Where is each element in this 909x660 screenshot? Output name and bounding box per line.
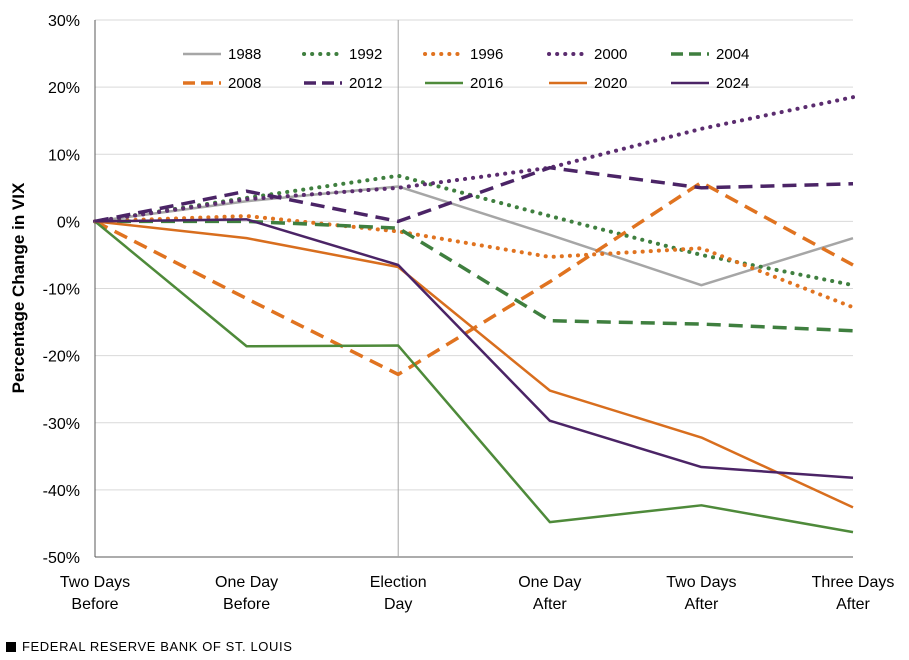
y-tick-labels: 30% 20% 10% 0% -10% -20% -30% -40% -50% bbox=[43, 13, 80, 567]
legend-label-2024: 2024 bbox=[716, 75, 749, 92]
y-tick-label: 0% bbox=[57, 214, 80, 231]
y-tick-label: -20% bbox=[43, 349, 80, 366]
series-line-2000 bbox=[93, 95, 855, 224]
vix-election-line-chart: 30% 20% 10% 0% -10% -20% -30% -40% -50% Two Days… bbox=[9, 13, 894, 613]
y-tick-label: 30% bbox=[48, 13, 80, 30]
series-line-1996 bbox=[93, 214, 855, 310]
footer-source-text: FEDERAL RESERVE BANK OF ST. LOUIS bbox=[22, 639, 293, 654]
legend-label-2012: 2012 bbox=[349, 75, 382, 92]
legend: 1988 1992 1996 2000 2004 2008 2012 2016 2020 2024 bbox=[183, 46, 749, 92]
series-line-1992 bbox=[93, 173, 855, 288]
x-tick-label: Election Day bbox=[370, 574, 427, 613]
series-line-2012 bbox=[94, 165, 854, 224]
series-line-1988 bbox=[94, 185, 854, 287]
series-line-2024 bbox=[94, 218, 854, 480]
footer: FEDERAL RESERVE BANK OF ST. LOUIS bbox=[6, 639, 292, 654]
y-gridlines bbox=[95, 19, 853, 558]
x-tick-label: One Day Before bbox=[215, 574, 278, 613]
legend-label-1996: 1996 bbox=[470, 46, 503, 63]
footer-square-icon bbox=[6, 641, 16, 652]
y-tick-label: -30% bbox=[43, 416, 80, 433]
legend-label-2008: 2008 bbox=[228, 75, 261, 92]
y-tick-label: -40% bbox=[43, 483, 80, 500]
y-axis-label: Percentage Change in VIX bbox=[9, 182, 28, 393]
y-tick-label: 20% bbox=[48, 80, 80, 97]
legend-label-2000: 2000 bbox=[594, 46, 627, 63]
axes bbox=[94, 20, 853, 558]
x-tick-label: Two Days After bbox=[666, 574, 736, 613]
series-line-2016 bbox=[94, 220, 854, 534]
series-line-2020 bbox=[94, 220, 854, 509]
legend-label-2004: 2004 bbox=[716, 46, 749, 63]
y-tick-label: 10% bbox=[48, 147, 80, 164]
x-tick-label: One Day After bbox=[518, 574, 581, 613]
legend-label-2016: 2016 bbox=[470, 75, 503, 92]
x-tick-label: Three Days After bbox=[812, 574, 895, 613]
series-lines bbox=[93, 95, 855, 534]
x-tick-label: Two Days Before bbox=[60, 574, 130, 613]
y-tick-label: -10% bbox=[43, 282, 80, 299]
legend-label-1992: 1992 bbox=[349, 46, 382, 63]
y-tick-label: -50% bbox=[43, 550, 80, 567]
x-tick-labels: Two Days Before One Day Before Election Day On… bbox=[60, 574, 894, 613]
legend-label-2020: 2020 bbox=[594, 75, 627, 92]
legend-label-1988: 1988 bbox=[228, 46, 261, 63]
